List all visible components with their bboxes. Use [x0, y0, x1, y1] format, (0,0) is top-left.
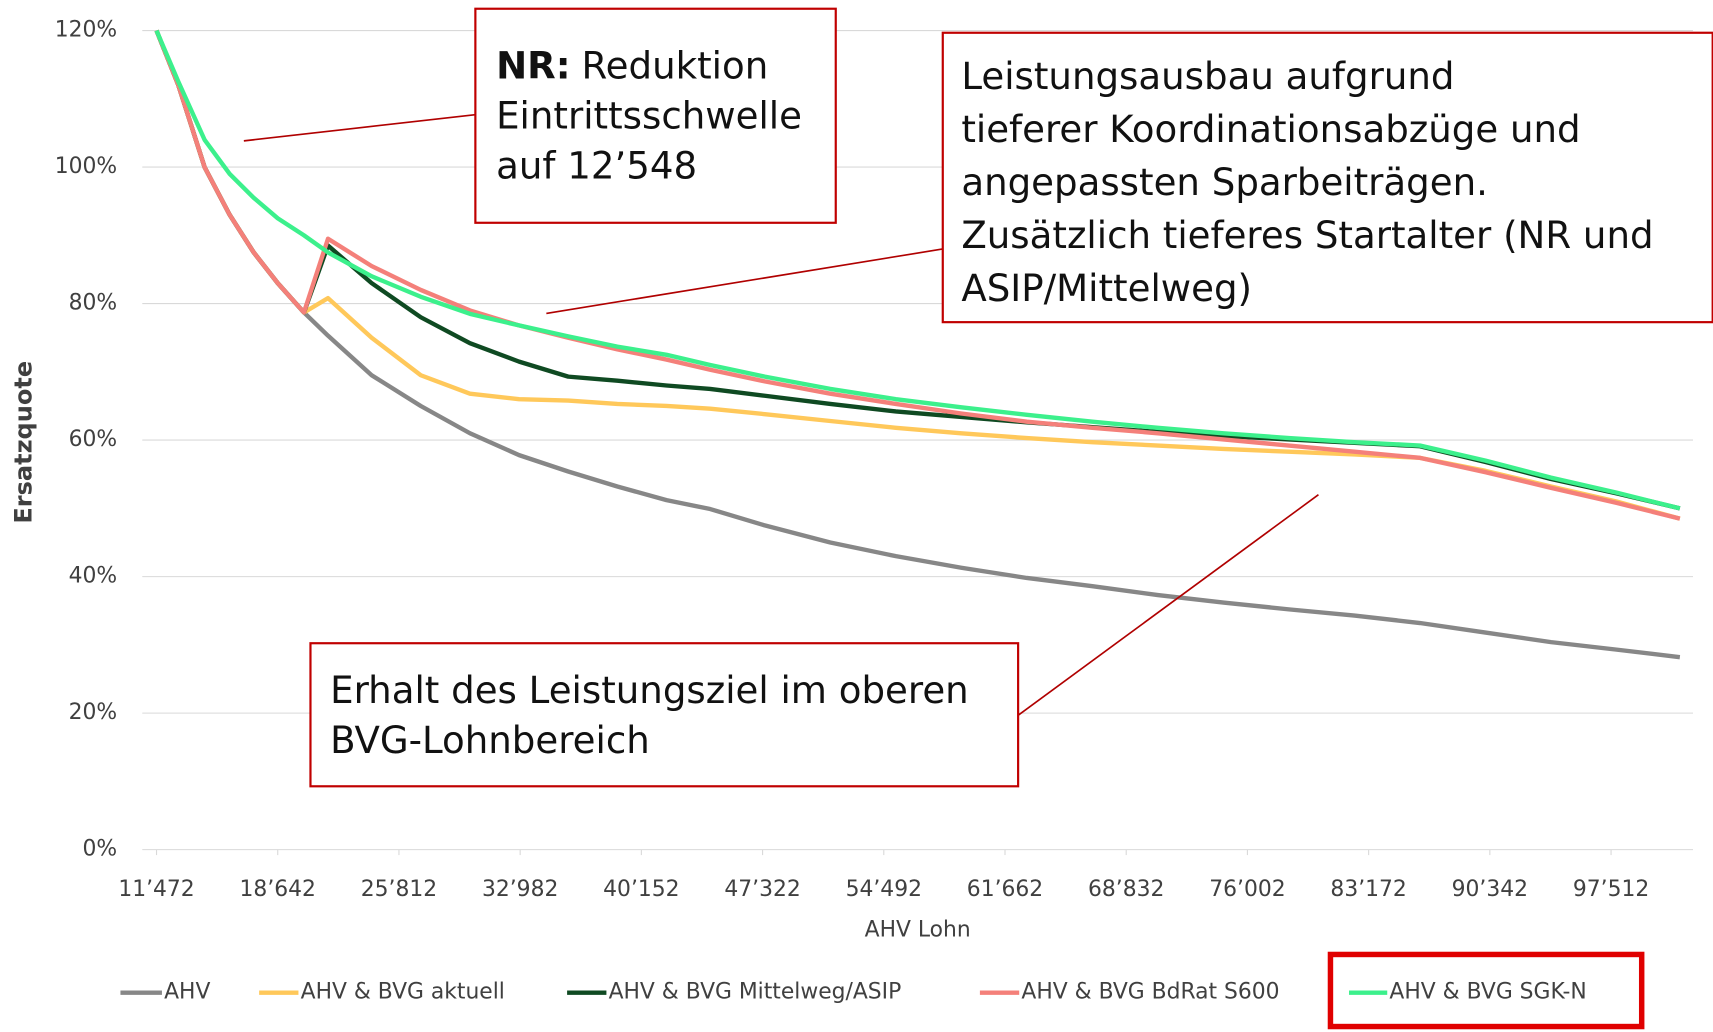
series-line: [154, 29, 1681, 511]
annotation-text: auf 12’548: [496, 145, 697, 188]
annotation-text: tieferer Koordinationsabzüge und: [961, 108, 1580, 151]
x-tick-label: 47’322: [724, 877, 800, 902]
y-tick-label: 0%: [83, 837, 118, 862]
annotation-line: Reduktion: [582, 44, 769, 87]
legend-highlight: [1327, 951, 1645, 1030]
series-line: [154, 29, 1681, 521]
annotation-text: Leistungsausbau aufgrund: [961, 55, 1454, 98]
x-tick-label: 68’832: [1088, 877, 1164, 902]
annotation-leader: [1017, 494, 1319, 716]
x-tick-label: 18’642: [240, 877, 316, 902]
annotation-text: Zusätzlich tieferes Startalter (NR und: [961, 214, 1653, 257]
y-tick-label: 60%: [69, 427, 118, 452]
annotation-box: [474, 7, 837, 224]
y-tick-label: 80%: [69, 291, 118, 316]
legend-label: AHV & BVG aktuell: [301, 980, 505, 1005]
x-tick-label: 11’472: [118, 877, 194, 902]
x-tick-label: 32’982: [482, 877, 558, 902]
x-tick-label: 90’342: [1452, 877, 1528, 902]
annotation-leader: [243, 113, 476, 142]
legend-label: AHV & BVG SGK-N: [1389, 980, 1586, 1005]
annotation-text: NR: Reduktion: [496, 44, 768, 87]
x-tick-label: 76’002: [1209, 877, 1285, 902]
y-tick-label: 100%: [55, 154, 117, 179]
legend-label: AHV: [164, 980, 210, 1005]
x-axis-label: AHV Lohn: [865, 917, 971, 942]
annotation-text: BVG-Lohnbereich: [330, 719, 650, 762]
x-tick-label: 97’512: [1573, 877, 1649, 902]
y-tick-label: 40%: [69, 564, 118, 589]
annotation-text: Eintrittsschwelle: [496, 94, 802, 137]
x-tick-label: 54’492: [846, 877, 922, 902]
annotation-box: [941, 31, 1713, 324]
legend-label: AHV & BVG BdRat S600: [1021, 980, 1279, 1005]
annotation-leader: [546, 248, 943, 315]
annotation-text: angepassten Sparbeiträgen.: [961, 161, 1488, 204]
annotation-lead: NR:: [496, 44, 571, 87]
annotation-text: ASIP/Mittelweg): [961, 267, 1252, 310]
y-axis-label: Ersatzquote: [9, 361, 37, 524]
annotation-text: Erhalt des Leistungsziel im oberen: [330, 669, 969, 712]
x-tick-label: 61’662: [967, 877, 1043, 902]
x-tick-label: 40’152: [603, 877, 679, 902]
x-tick-label: 83’172: [1330, 877, 1406, 902]
x-tick-label: 25’812: [361, 877, 437, 902]
y-tick-label: 20%: [69, 700, 118, 725]
annotation-box: [309, 642, 1020, 788]
legend-label: AHV & BVG Mittelweg/ASIP: [609, 980, 902, 1005]
y-tick-label: 120%: [55, 18, 117, 43]
